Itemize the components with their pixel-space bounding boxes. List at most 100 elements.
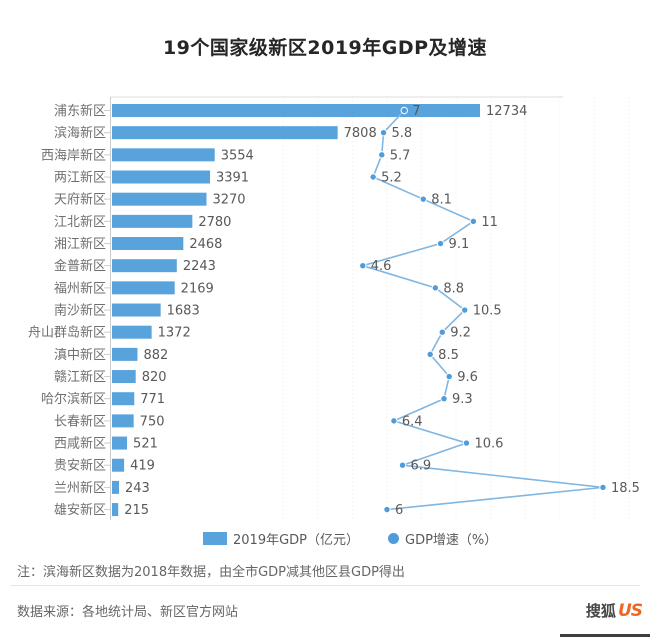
gdp-legend-label: 2019年GDP（亿元） <box>233 533 360 548</box>
gdp-value-label: 215 <box>124 503 149 518</box>
gdp-bar <box>112 414 134 428</box>
growth-value-label: 5.7 <box>390 148 411 163</box>
gdp-value-label: 882 <box>143 348 168 363</box>
growth-value-label: 5.2 <box>381 171 402 186</box>
growth-legend-label: GDP增速（%） <box>405 533 498 548</box>
gdp-bar <box>112 458 125 472</box>
gdp-bar <box>112 170 210 184</box>
category-label: 两江新区 <box>54 170 106 186</box>
divider-line <box>10 585 640 586</box>
gdp-bar <box>112 503 119 517</box>
growth-value-label: 4.6 <box>371 259 392 274</box>
gdp-bar <box>112 104 480 117</box>
gdp-bar <box>112 325 152 339</box>
category-label: 江北新区 <box>54 214 106 230</box>
gdp-value-label: 243 <box>125 481 150 496</box>
gdp-bar <box>112 303 161 317</box>
growth-value-label: 18.5 <box>611 481 640 496</box>
category-label: 贵安新区 <box>54 458 106 474</box>
growth-value-label: 9.6 <box>457 370 478 385</box>
gdp-bar <box>112 347 138 361</box>
gdp-value-label: 3270 <box>212 193 245 208</box>
bottom-edge-line <box>560 634 650 637</box>
gdp-value-label: 12734 <box>486 104 527 119</box>
category-label: 湘江新区 <box>54 236 106 252</box>
gdp-value-label: 1372 <box>158 326 191 341</box>
gdp-value-label: 750 <box>140 414 165 429</box>
gdp-bar <box>112 436 128 450</box>
category-label: 舟山群岛新区 <box>28 325 106 341</box>
growth-value-label: 6.9 <box>411 459 432 474</box>
gdp-value-label: 521 <box>133 437 158 452</box>
growth-dot <box>438 328 446 336</box>
growth-dot <box>419 195 427 203</box>
gdp-bar <box>112 126 338 140</box>
gdp-bar <box>112 259 177 273</box>
growth-dot <box>440 395 448 403</box>
gdp-bar <box>112 370 136 384</box>
growth-value-label: 9.2 <box>450 326 471 341</box>
gdp-value-label: 771 <box>140 392 165 407</box>
legend-item-growth: GDP增速（%） <box>388 531 498 548</box>
category-label: 西咸新区 <box>54 436 106 452</box>
gdp-legend-swatch <box>203 532 227 545</box>
category-label: 南沙新区 <box>54 303 106 319</box>
growth-dot <box>369 173 377 181</box>
gdp-value-label: 419 <box>130 459 155 474</box>
category-label: 金普新区 <box>54 258 106 274</box>
growth-dot <box>445 372 453 381</box>
data-source: 数据来源：各地统计局、新区官方网站 <box>17 605 239 620</box>
growth-dot <box>378 151 386 159</box>
growth-value-label: 5.8 <box>392 126 413 141</box>
gdp-bar <box>112 480 120 494</box>
category-label: 滇中新区 <box>54 347 106 363</box>
growth-value-label: 6.4 <box>402 414 423 429</box>
gdp-bar <box>112 192 207 206</box>
growth-dot <box>379 128 388 137</box>
growth-dot <box>359 261 367 270</box>
category-label: 浦东新区 <box>54 103 106 119</box>
growth-value-label: 10.6 <box>474 437 503 452</box>
growth-dot <box>400 106 408 115</box>
gdp-value-label: 2468 <box>189 237 222 252</box>
gdp-value-label: 2169 <box>181 281 214 296</box>
growth-legend-dot-icon <box>388 533 399 544</box>
legend-item-gdp: 2019年GDP（亿元） <box>203 531 360 548</box>
category-label: 兰州新区 <box>54 480 106 496</box>
growth-dot <box>390 417 398 425</box>
growth-value-label: 9.1 <box>449 237 470 252</box>
growth-value-label: 9.3 <box>452 392 473 407</box>
growth-dot <box>426 350 434 359</box>
growth-dot <box>469 217 478 226</box>
gdp-value-label: 2780 <box>198 215 231 230</box>
growth-value-label: 8.5 <box>438 348 459 363</box>
gdp-value-label: 3391 <box>216 171 249 186</box>
sohu-logo-mark: US <box>617 601 643 621</box>
category-label: 天府新区 <box>54 192 106 208</box>
growth-dot <box>383 505 391 514</box>
category-label: 西海岸新区 <box>41 147 106 163</box>
gdp-value-label: 820 <box>142 370 167 385</box>
growth-value-label: 6 <box>395 503 403 518</box>
growth-value-label: 8.1 <box>431 193 452 208</box>
gdp-bar <box>112 281 175 295</box>
category-label: 赣江新区 <box>54 369 106 385</box>
growth-dot <box>462 439 471 447</box>
category-label: 哈尔滨新区 <box>41 391 106 407</box>
gdp-bar <box>112 237 184 251</box>
growth-value-label: 11 <box>481 215 498 230</box>
growth-dot <box>599 483 607 492</box>
growth-dot <box>431 284 440 292</box>
sohu-watermark: 搜狐 US <box>586 600 643 621</box>
gdp-bar <box>112 148 215 162</box>
growth-value-label: 10.5 <box>473 304 502 319</box>
gdp-value-label: 2243 <box>183 259 216 274</box>
gdp-value-label: 1683 <box>167 304 200 319</box>
growth-value-label: 8.8 <box>443 281 464 296</box>
gdp-value-label: 7808 <box>344 126 377 141</box>
gdp-value-label: 3554 <box>221 148 254 163</box>
chart-canvas: 浦东新区 12734 滨海新区 7808 西海岸新区 3554 两江新区 3391 天府新区 32… <box>28 96 640 520</box>
footnote: 注：滨海新区数据为2018年数据，由全市GDP减其他区县GDP得出 <box>17 565 405 580</box>
growth-dot <box>461 306 469 314</box>
